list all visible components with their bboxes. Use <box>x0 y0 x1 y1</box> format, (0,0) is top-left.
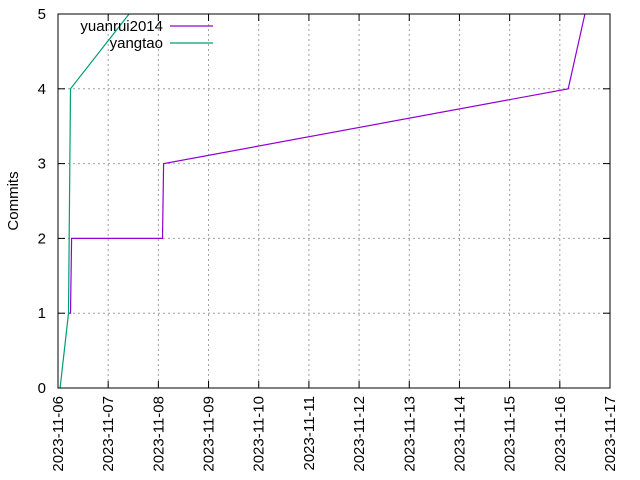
y-tick-label: 3 <box>38 156 46 173</box>
x-tick-label: 2023-11-13 <box>401 396 418 472</box>
y-tick-label: 0 <box>38 380 46 397</box>
x-tick-label: 2023-11-11 <box>301 396 318 471</box>
legend-label: yuanrui2014 <box>80 18 163 35</box>
x-tick-label: 2023-11-14 <box>451 396 468 472</box>
x-tick-label: 2023-11-08 <box>150 396 167 472</box>
series-line-yangtao <box>59 14 130 388</box>
plot-frame <box>57 13 611 389</box>
y-axis-label: Commits <box>5 171 22 230</box>
y-tick-label: 5 <box>38 6 46 23</box>
x-tick-label: 2023-11-16 <box>552 396 569 472</box>
y-axis-ticks: 0 1 2 3 4 5 <box>38 6 610 397</box>
series-lines <box>59 14 586 388</box>
y-tick-label: 4 <box>38 81 46 98</box>
x-tick-label: 2023-11-12 <box>351 396 368 472</box>
x-axis-ticks: 2023-11-06 2023-11-07 2023-11-08 2023-11-09… <box>50 14 619 472</box>
x-tick-label: 2023-11-17 <box>602 396 619 472</box>
y-tick-label: 1 <box>38 305 46 322</box>
series-line-yuanrui2014 <box>68 14 586 314</box>
x-tick-label: 2023-11-09 <box>201 396 218 472</box>
legend-label: yangtao <box>110 35 163 52</box>
y-tick-label: 2 <box>38 230 46 247</box>
x-tick-label: 2023-11-10 <box>251 396 268 472</box>
x-tick-label: 2023-11-07 <box>100 396 117 472</box>
grid-lines <box>58 14 610 388</box>
x-tick-label: 2023-11-06 <box>50 396 67 472</box>
x-tick-label: 2023-11-15 <box>502 396 519 472</box>
